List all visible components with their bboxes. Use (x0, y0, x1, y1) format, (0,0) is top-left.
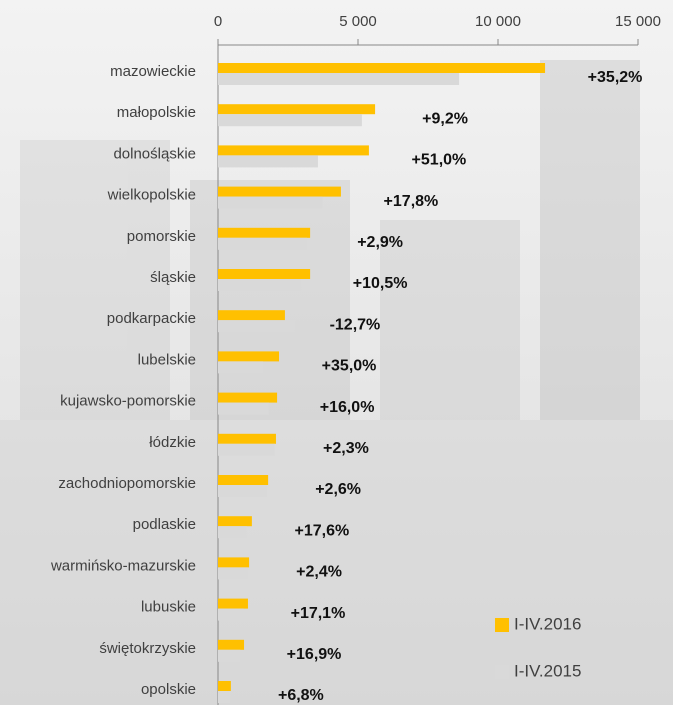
y-tick-label: podkarpackie (107, 310, 196, 327)
bar (218, 63, 545, 73)
bar (218, 434, 276, 444)
x-tick-label: 15 000 (615, 13, 661, 30)
y-tick-label: śląskie (150, 269, 196, 286)
bar (218, 475, 268, 485)
bar (218, 444, 275, 456)
annotation: +51,0% (412, 152, 467, 169)
bar (218, 650, 240, 662)
bar (218, 516, 252, 526)
annotation: +6,8% (278, 687, 324, 704)
bar (218, 485, 267, 497)
bar (218, 145, 369, 155)
bar (218, 104, 375, 114)
bar (218, 526, 247, 538)
bar (218, 187, 341, 197)
bar (218, 403, 269, 415)
annotation: +2,3% (323, 440, 369, 457)
bar (218, 228, 310, 238)
bar (218, 599, 248, 609)
annotation: -12,7% (330, 316, 381, 333)
y-tick-label: łódzkie (149, 434, 196, 451)
x-tick-label: 0 (214, 13, 222, 30)
bar (218, 155, 318, 167)
bar (218, 557, 249, 567)
annotation: +17,1% (291, 605, 346, 622)
annotation: +16,0% (320, 399, 375, 416)
bar (218, 269, 310, 279)
annotation: +2,9% (357, 234, 403, 251)
legend-swatch (495, 665, 509, 679)
bar (218, 238, 307, 250)
bar (218, 197, 322, 209)
y-tick-label: pomorskie (127, 228, 196, 245)
annotation: +35,0% (322, 358, 377, 375)
annotation: +2,4% (296, 564, 342, 581)
bar (218, 393, 277, 403)
y-tick-label: dolnośląskie (113, 145, 196, 162)
y-tick-label: lubuskie (141, 599, 196, 616)
bar (218, 279, 301, 291)
annotation: +35,2% (588, 69, 643, 86)
y-tick-label: wielkopolskie (107, 187, 196, 204)
annotation: +2,6% (315, 481, 361, 498)
annotation: +17,8% (384, 193, 439, 210)
y-tick-label: małopolskie (117, 104, 196, 121)
bar (218, 351, 279, 361)
y-tick-label: mazowieckie (110, 63, 196, 80)
bar (218, 73, 459, 85)
legend-label: I-IV.2015 (514, 661, 581, 680)
bar (218, 567, 248, 579)
bar (218, 361, 263, 373)
y-tick-label: lubelskie (138, 351, 196, 368)
bar (218, 114, 362, 126)
legend-label: I-IV.2016 (514, 614, 581, 633)
bar (218, 691, 230, 703)
x-tick-label: 5 000 (339, 13, 377, 30)
bar (218, 609, 244, 621)
y-tick-label: opolskie (141, 681, 196, 698)
y-tick-label: zachodniopomorskie (58, 475, 196, 492)
bar (218, 640, 244, 650)
bar (218, 310, 285, 320)
annotation: +9,2% (422, 110, 468, 127)
legend-swatch (495, 618, 509, 632)
y-tick-label: warmińsko-mazurskie (50, 557, 196, 574)
annotation: +17,6% (295, 522, 350, 539)
annotation: +10,5% (353, 275, 408, 292)
bar (218, 320, 295, 332)
y-tick-label: podlaskie (133, 516, 196, 533)
annotation: +16,9% (287, 646, 342, 663)
x-tick-label: 10 000 (475, 13, 521, 30)
bar (218, 681, 231, 691)
y-tick-label: kujawsko-pomorskie (60, 393, 196, 410)
chart: 0 5 000 10 000 15 000 mazowieckie +35,2% małop… (0, 0, 673, 705)
y-tick-label: świętokrzyskie (99, 640, 196, 657)
